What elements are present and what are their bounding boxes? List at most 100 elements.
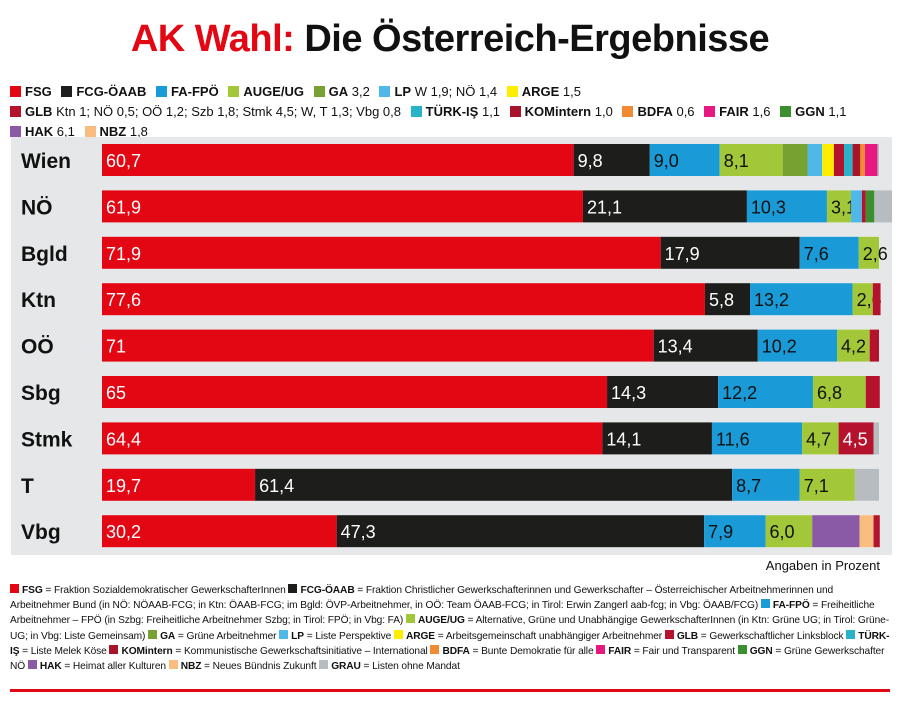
legend-detail: 1,0 bbox=[594, 104, 613, 119]
data-label: 3,1 bbox=[831, 197, 856, 217]
chart-title: AK Wahl: Die Österreich-Ergebnisse bbox=[0, 18, 900, 61]
bar-row-wien: Wien 60,7 9,8 9,0 8,1 bbox=[21, 144, 879, 176]
bar-row-ooe: OÖ 71 13,4 10,2 4,2 bbox=[21, 329, 879, 362]
bar-segment-auge-ug bbox=[858, 236, 879, 269]
bar-segment-ga bbox=[782, 144, 808, 176]
legend-name: HAK bbox=[25, 124, 54, 139]
legend-description: Heimat aller Kulturen bbox=[72, 661, 166, 673]
bar-segment-auge-ug bbox=[837, 329, 870, 362]
legend-item-fsg: FSG bbox=[10, 84, 52, 99]
legend-key: BDFA bbox=[442, 645, 470, 657]
data-label: 11,6 bbox=[716, 429, 750, 449]
legend-swatch bbox=[156, 86, 168, 97]
legend-swatch bbox=[319, 660, 329, 670]
legend-item-tuerk-is: TÜRK-IŞ 1,1 bbox=[410, 104, 500, 119]
legend-entry-glb: GLB = Gewerkschaftlicher Linksblock bbox=[664, 629, 844, 642]
legend-key: AUGE/UG bbox=[417, 615, 465, 627]
data-label: 8,1 bbox=[724, 151, 749, 171]
legend-entry-fa-fpoe: FA-FPÖ = Freiheitliche Arbeitnehmer – FP… bbox=[10, 599, 875, 627]
legend-swatch bbox=[148, 629, 158, 639]
legend-name: FCG-ÖAAB bbox=[76, 84, 147, 99]
legend-name: AUGE/UG bbox=[243, 84, 304, 99]
category-label: NÖ bbox=[21, 196, 53, 219]
legend-swatch bbox=[846, 629, 856, 639]
data-label: 8,7 bbox=[736, 476, 761, 496]
legend-description: Arbeitsgemeinschaft unabhängiger Arbeitn… bbox=[445, 630, 663, 642]
bar-segment-hak bbox=[812, 515, 860, 548]
data-label: 19,7 bbox=[106, 476, 141, 496]
chart-panel: Wien 60,7 9,8 9,0 8,1 NÖ 61,9 21,1 10,3 3,1 Bgld 71… bbox=[11, 137, 892, 555]
legend-entry-fsg: FSG = Fraktion Sozialdemokratischer Gewe… bbox=[10, 584, 286, 596]
category-label: Sbg bbox=[21, 382, 61, 405]
legend-name: GLB bbox=[25, 104, 53, 119]
data-label: 12,2 bbox=[722, 383, 757, 403]
legend-detail: 1,5 bbox=[562, 84, 581, 99]
bar-segment-bdfa bbox=[860, 144, 866, 176]
legend-key: HAK bbox=[39, 661, 62, 673]
legend-swatch bbox=[430, 644, 440, 654]
bar-segment-arge bbox=[822, 144, 834, 176]
data-label: 9,0 bbox=[654, 151, 679, 171]
bar-segment-fa-fpoe bbox=[732, 468, 800, 501]
legend-description: Grüne Arbeitnehmer bbox=[186, 630, 277, 642]
legend-swatch bbox=[10, 106, 21, 117]
legend-entry-bdfa: BDFA = Bunte Demokratie für alle bbox=[430, 644, 594, 657]
data-label: 17,9 bbox=[665, 244, 700, 264]
data-label: 60,7 bbox=[106, 151, 141, 171]
data-label: 61,9 bbox=[106, 197, 141, 217]
bar-segment-grau bbox=[874, 190, 892, 223]
bar-segment-fcg-oeaab bbox=[602, 422, 712, 455]
legend-detail: 3,2 bbox=[351, 84, 370, 99]
legend-description: Kommunistische Gewerkschaftsinitiative –… bbox=[183, 645, 428, 657]
legend-description: Listen ohne Mandat bbox=[372, 661, 460, 673]
legend-key: ARGE bbox=[405, 630, 435, 642]
legend-swatch bbox=[10, 86, 21, 97]
bar-segment-fcg-oeaab bbox=[255, 468, 733, 501]
bar-segment-fa-fpoe bbox=[746, 190, 827, 223]
data-label: 7,9 bbox=[708, 522, 733, 542]
bar-segment-fsg bbox=[102, 144, 574, 176]
bar-segment-fa-fpoe bbox=[750, 283, 853, 316]
legend-item-arge: ARGE 1,5 bbox=[506, 84, 581, 99]
bar-row-sbg: Sbg 65 14,3 12,2 6,8 bbox=[21, 376, 880, 408]
legend-entry-ggn: GGN = Grüne Gewerkschafter NÖ bbox=[10, 644, 885, 673]
legend-key: GLB bbox=[676, 630, 699, 642]
legend-swatch bbox=[27, 660, 37, 670]
bar-segment-glb bbox=[865, 376, 880, 408]
legend-name: TÜRK-IŞ bbox=[425, 104, 479, 119]
data-label: 2,6 bbox=[863, 244, 888, 264]
bar-segment-auge-ug bbox=[852, 283, 873, 316]
bar-row-stmk: Stmk 64,4 14,1 11,6 4,7 4,5 bbox=[21, 422, 879, 455]
data-label: 61,4 bbox=[259, 476, 294, 496]
category-label: Vbg bbox=[21, 521, 61, 544]
bar-segment-fsg bbox=[102, 515, 337, 548]
bar-segment-auge-ug bbox=[765, 515, 813, 548]
legend-name: KOMintern bbox=[524, 104, 592, 119]
legend-swatch bbox=[405, 614, 415, 624]
bar-segment-fcg-oeaab bbox=[653, 329, 758, 362]
legend-bottom: FSG = Fraktion Sozialdemokratischer Gewe… bbox=[10, 583, 895, 674]
legend-description: Liste Melek Köse bbox=[30, 645, 107, 657]
legend-detail: 0,6 bbox=[676, 104, 695, 119]
data-label: 13,2 bbox=[754, 290, 789, 310]
bar-segment-lp bbox=[807, 144, 823, 176]
bar-segment-auge-ug bbox=[719, 144, 783, 176]
legend-item-nbz: NBZ 1,8 bbox=[84, 124, 148, 139]
bar-segment-fsg bbox=[102, 376, 608, 408]
category-label: T bbox=[21, 475, 34, 498]
legend-name: NBZ bbox=[99, 124, 127, 139]
units-note: Angaben in Prozent bbox=[765, 558, 880, 573]
legend-description: Liste Perspektive bbox=[315, 630, 392, 642]
bar-segment-tuerk-is bbox=[844, 144, 853, 176]
legend-key: GA bbox=[160, 630, 176, 642]
bar-segment-grau bbox=[877, 144, 879, 176]
legend-key: FA-FPÖ bbox=[772, 600, 810, 612]
legend-name: ARGE bbox=[521, 84, 560, 99]
data-label: 13,4 bbox=[658, 337, 693, 357]
bar-segment-glb bbox=[833, 144, 845, 176]
legend-entry-komintern: KOMintern = Kommunistische Gewerkschafts… bbox=[109, 644, 428, 657]
bar-segment-glb bbox=[869, 329, 879, 362]
legend-description: Grüne Gewerkschafter NÖ bbox=[10, 645, 885, 673]
bar-segment-glb bbox=[838, 422, 874, 455]
data-label: 65 bbox=[106, 383, 126, 403]
